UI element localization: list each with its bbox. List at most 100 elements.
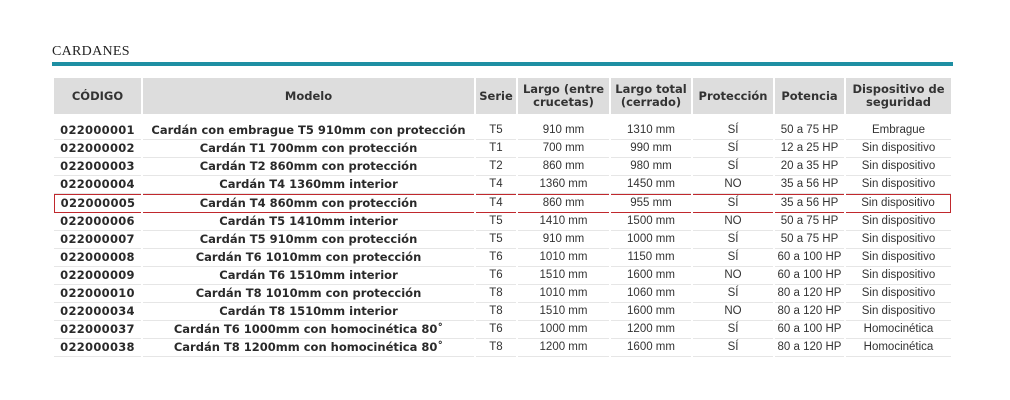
- cell-dispositivo: Sin dispositivo: [846, 285, 951, 303]
- cell-modelo: Cardán T1 700mm con protección: [143, 140, 474, 158]
- header-largo-crucetas: Largo (entre crucetas): [518, 78, 609, 114]
- cell-potencia: 12 a 25 HP: [775, 140, 844, 158]
- table-row: 022000038 Cardán T8 1200mm con homocinéti…: [54, 339, 951, 357]
- cell-potencia: 80 a 120 HP: [775, 339, 844, 357]
- cell-modelo: Cardán T8 1010mm con protección: [143, 285, 474, 303]
- table-row: 022000001 Cardán con embrague T5 910mm co…: [54, 122, 951, 140]
- cell-largo-total: 1450 mm: [611, 176, 691, 194]
- cell-largo-crucetas: 1010 mm: [518, 285, 609, 303]
- header-potencia: Potencia: [775, 78, 844, 114]
- cell-largo-total: 980 mm: [611, 158, 691, 176]
- cell-codigo: 022000037: [54, 321, 141, 339]
- cell-codigo: 022000002: [54, 140, 141, 158]
- table-row: 022000034 Cardán T8 1510mm interior T8 1510…: [54, 303, 951, 321]
- cardanes-table: CÓDIGO Modelo Serie Largo (entre cruceta…: [52, 78, 953, 357]
- cell-largo-crucetas: 700 mm: [518, 140, 609, 158]
- cell-proteccion: SÍ: [693, 231, 773, 249]
- cell-modelo: Cardán T6 1010mm con protección: [143, 249, 474, 267]
- cell-potencia: 60 a 100 HP: [775, 249, 844, 267]
- table-row: 022000008 Cardán T6 1010mm con protección…: [54, 249, 951, 267]
- cell-proteccion: NO: [693, 303, 773, 321]
- cell-largo-crucetas: 1410 mm: [518, 213, 609, 231]
- cell-largo-total: 1310 mm: [611, 122, 691, 140]
- cell-serie: T8: [476, 339, 516, 357]
- cell-proteccion: SÍ: [693, 321, 773, 339]
- table-row: 022000010 Cardán T8 1010mm con protección…: [54, 285, 951, 303]
- cell-proteccion: NO: [693, 176, 773, 194]
- table-row: 022000037 Cardán T6 1000mm con homocinéti…: [54, 321, 951, 339]
- cell-serie: T6: [476, 267, 516, 285]
- cell-modelo: Cardán T4 1360mm interior: [143, 176, 474, 194]
- header-dispositivo: Dispositivo de seguridad: [846, 78, 951, 114]
- cell-largo-crucetas: 860 mm: [518, 158, 609, 176]
- cell-proteccion: SÍ: [693, 140, 773, 158]
- section-title: CARDANES: [52, 44, 130, 59]
- header-serie: Serie: [476, 78, 516, 114]
- cell-serie: T4: [476, 176, 516, 194]
- cell-serie: T2: [476, 158, 516, 176]
- cell-largo-total: 1500 mm: [611, 213, 691, 231]
- cell-dispositivo: Sin dispositivo: [846, 158, 951, 176]
- table-row: 022000002 Cardán T1 700mm con protección T…: [54, 140, 951, 158]
- cell-serie: T5: [476, 213, 516, 231]
- cell-largo-total: 1600 mm: [611, 267, 691, 285]
- cell-serie: T8: [476, 303, 516, 321]
- table-row: 022000005 Cardán T4 860mm con protección T…: [54, 194, 951, 213]
- cell-potencia: 80 a 120 HP: [775, 285, 844, 303]
- table-body: 022000001 Cardán con embrague T5 910mm co…: [54, 114, 951, 357]
- cell-modelo: Cardán T5 910mm con protección: [143, 231, 474, 249]
- cell-serie: T1: [476, 140, 516, 158]
- cell-serie: T6: [476, 249, 516, 267]
- cell-dispositivo: Homocinética: [846, 339, 951, 357]
- cell-proteccion: SÍ: [693, 158, 773, 176]
- header-modelo: Modelo: [143, 78, 474, 114]
- cell-codigo: 022000004: [54, 176, 141, 194]
- cell-serie: T5: [476, 122, 516, 140]
- cell-dispositivo: Sin dispositivo: [846, 213, 951, 231]
- cell-largo-total: 1060 mm: [611, 285, 691, 303]
- table-row: 022000004 Cardán T4 1360mm interior T4 1360…: [54, 176, 951, 194]
- cell-largo-crucetas: 1510 mm: [518, 303, 609, 321]
- cell-modelo: Cardán T5 1410mm interior: [143, 213, 474, 231]
- cell-potencia: 50 a 75 HP: [775, 122, 844, 140]
- cell-dispositivo: Sin dispositivo: [846, 176, 951, 194]
- cell-modelo: Cardán T4 860mm con protección: [143, 194, 474, 213]
- cell-dispositivo: Sin dispositivo: [846, 140, 951, 158]
- cell-codigo: 022000008: [54, 249, 141, 267]
- cell-largo-crucetas: 1360 mm: [518, 176, 609, 194]
- cell-dispositivo: Embrague: [846, 122, 951, 140]
- cell-largo-total: 955 mm: [611, 194, 691, 213]
- header-largo-total: Largo total (cerrado): [611, 78, 691, 114]
- cell-codigo: 022000010: [54, 285, 141, 303]
- cell-largo-crucetas: 1000 mm: [518, 321, 609, 339]
- cell-largo-crucetas: 860 mm: [518, 194, 609, 213]
- header-codigo: CÓDIGO: [54, 78, 141, 114]
- table-row: 022000009 Cardán T6 1510mm interior T6 1510…: [54, 267, 951, 285]
- cell-potencia: 35 a 56 HP: [775, 194, 844, 213]
- cell-codigo: 022000003: [54, 158, 141, 176]
- cell-potencia: 35 a 56 HP: [775, 176, 844, 194]
- cell-serie: T4: [476, 194, 516, 213]
- cell-potencia: 60 a 100 HP: [775, 321, 844, 339]
- table-row: 022000003 Cardán T2 860mm con protección T…: [54, 158, 951, 176]
- cell-largo-crucetas: 1010 mm: [518, 249, 609, 267]
- cell-proteccion: NO: [693, 213, 773, 231]
- cell-largo-total: 990 mm: [611, 140, 691, 158]
- cell-modelo: Cardán T6 1000mm con homocinética 80˚: [143, 321, 474, 339]
- cell-codigo: 022000038: [54, 339, 141, 357]
- cell-codigo: 022000001: [54, 122, 141, 140]
- cell-serie: T8: [476, 285, 516, 303]
- cell-largo-total: 1600 mm: [611, 303, 691, 321]
- cell-dispositivo: Sin dispositivo: [846, 231, 951, 249]
- cell-dispositivo: Sin dispositivo: [846, 267, 951, 285]
- cell-potencia: 80 a 120 HP: [775, 303, 844, 321]
- cell-codigo: 022000009: [54, 267, 141, 285]
- cell-potencia: 60 a 100 HP: [775, 267, 844, 285]
- cell-potencia: 20 a 35 HP: [775, 158, 844, 176]
- cell-dispositivo: Sin dispositivo: [846, 303, 951, 321]
- cell-modelo: Cardán T8 1510mm interior: [143, 303, 474, 321]
- cell-modelo: Cardán con embrague T5 910mm con protecc…: [143, 122, 474, 140]
- cell-codigo: 022000034: [54, 303, 141, 321]
- cell-largo-total: 1150 mm: [611, 249, 691, 267]
- cell-largo-total: 1200 mm: [611, 321, 691, 339]
